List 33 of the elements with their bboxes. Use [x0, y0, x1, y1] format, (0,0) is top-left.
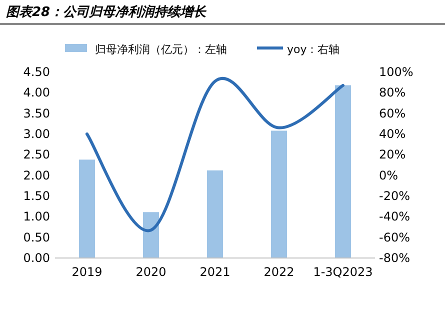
bar	[335, 85, 351, 258]
y-tick-label: 1.50	[23, 189, 50, 203]
y-tick-label: 2.50	[23, 148, 50, 162]
y-tick-label: 0.50	[23, 230, 50, 244]
y-tick-label: 2.00	[23, 168, 50, 182]
y-tick-label: 4.00	[23, 86, 50, 100]
x-tick-label: 2021	[200, 265, 230, 279]
bar	[271, 130, 287, 258]
x-tick-label: 2022	[264, 265, 294, 279]
bar	[79, 160, 95, 258]
y2-tick-label: -80%	[379, 251, 410, 265]
y2-tick-label: 20%	[379, 148, 406, 162]
bar	[207, 170, 223, 258]
legend-label: yoy：右轴	[287, 43, 340, 56]
legend-label: 归母净利润（亿元）：左轴	[95, 43, 227, 56]
y-tick-label: 3.00	[23, 127, 50, 141]
x-tick-label: 2020	[136, 265, 166, 279]
y2-tick-label: -60%	[379, 230, 410, 244]
x-tick-label: 2019	[72, 265, 102, 279]
y2-tick-label: 100%	[379, 65, 414, 79]
chart-title: 图表28：公司归母净利润持续增长	[6, 4, 208, 20]
y2-tick-label: 40%	[379, 127, 406, 141]
y2-tick-label: 0%	[379, 168, 398, 182]
y-tick-label: 4.50	[23, 65, 50, 79]
y2-tick-label: -40%	[379, 210, 410, 224]
y2-tick-label: 80%	[379, 86, 406, 100]
y-tick-label: 0.00	[23, 251, 50, 265]
y-tick-label: 1.00	[23, 210, 50, 224]
y-tick-label: 3.50	[23, 106, 50, 120]
y2-tick-label: -20%	[379, 189, 410, 203]
bar	[143, 212, 159, 258]
y2-tick-label: 60%	[379, 106, 406, 120]
x-tick-label: 1-3Q2023	[313, 265, 373, 279]
